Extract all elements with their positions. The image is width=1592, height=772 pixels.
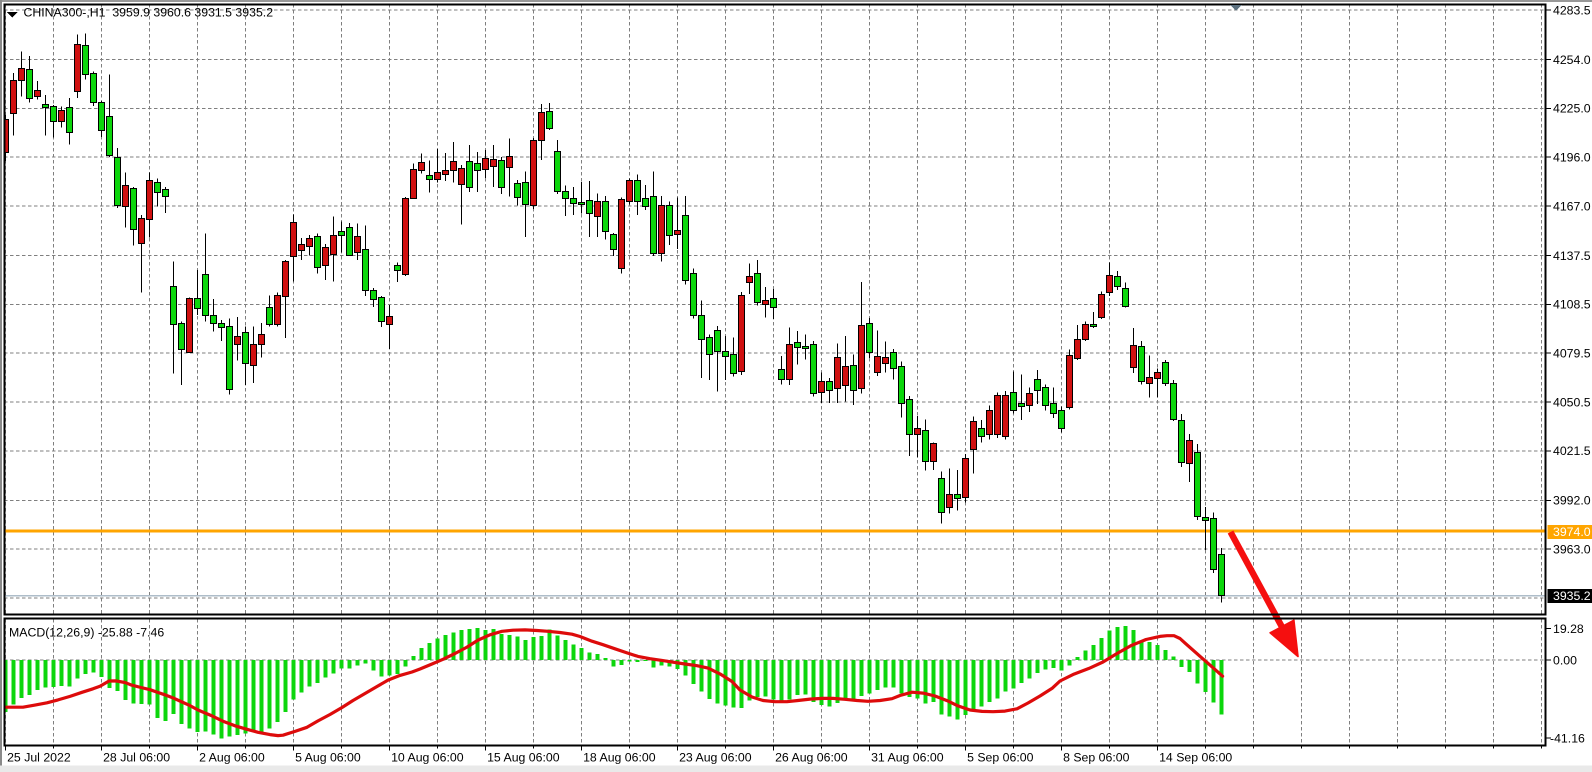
svg-text:25 Jul 2022: 25 Jul 2022 [7,751,71,765]
svg-text:3974.0: 3974.0 [1553,525,1591,539]
svg-text:MACD(12,26,9) -25.88 -7.46: MACD(12,26,9) -25.88 -7.46 [9,626,164,640]
svg-text:2 Aug 06:00: 2 Aug 06:00 [199,751,265,765]
svg-text:4050.5: 4050.5 [1553,395,1591,409]
svg-text:3963.0: 3963.0 [1553,543,1591,557]
svg-text:4225.0: 4225.0 [1553,102,1591,116]
svg-text:4137.5: 4137.5 [1553,249,1591,263]
svg-text:26 Aug 06:00: 26 Aug 06:00 [775,751,848,765]
svg-text:10 Aug 06:00: 10 Aug 06:00 [391,751,464,765]
svg-text:4108.5: 4108.5 [1553,298,1591,312]
svg-text:5 Sep 06:00: 5 Sep 06:00 [967,751,1033,765]
svg-text:31 Aug 06:00: 31 Aug 06:00 [871,751,944,765]
svg-text:15 Aug 06:00: 15 Aug 06:00 [487,751,560,765]
svg-text:CHINA300-,H1 3959.9 3960.6 39: CHINA300-,H1 3959.9 3960.6 3931.5 3935.2 [24,6,274,20]
svg-text:4196.0: 4196.0 [1553,151,1591,165]
svg-text:14 Sep 06:00: 14 Sep 06:00 [1159,751,1232,765]
svg-text:23 Aug 06:00: 23 Aug 06:00 [679,751,752,765]
svg-text:4021.5: 4021.5 [1553,444,1591,458]
svg-text:18 Aug 06:00: 18 Aug 06:00 [583,751,656,765]
svg-text:19.28: 19.28 [1553,622,1584,636]
svg-text:-41.16: -41.16 [1550,731,1585,745]
svg-text:4079.5: 4079.5 [1553,347,1591,361]
svg-text:4167.0: 4167.0 [1553,199,1591,213]
svg-text:28 Jul 06:00: 28 Jul 06:00 [103,751,170,765]
svg-text:3935.2: 3935.2 [1553,589,1591,603]
svg-text:4283.5: 4283.5 [1553,3,1591,17]
svg-text:0.00: 0.00 [1553,653,1577,667]
svg-text:8 Sep 06:00: 8 Sep 06:00 [1063,751,1129,765]
svg-text:4254.0: 4254.0 [1553,53,1591,67]
svg-text:5 Aug 06:00: 5 Aug 06:00 [295,751,361,765]
svg-text:3992.0: 3992.0 [1553,494,1591,508]
